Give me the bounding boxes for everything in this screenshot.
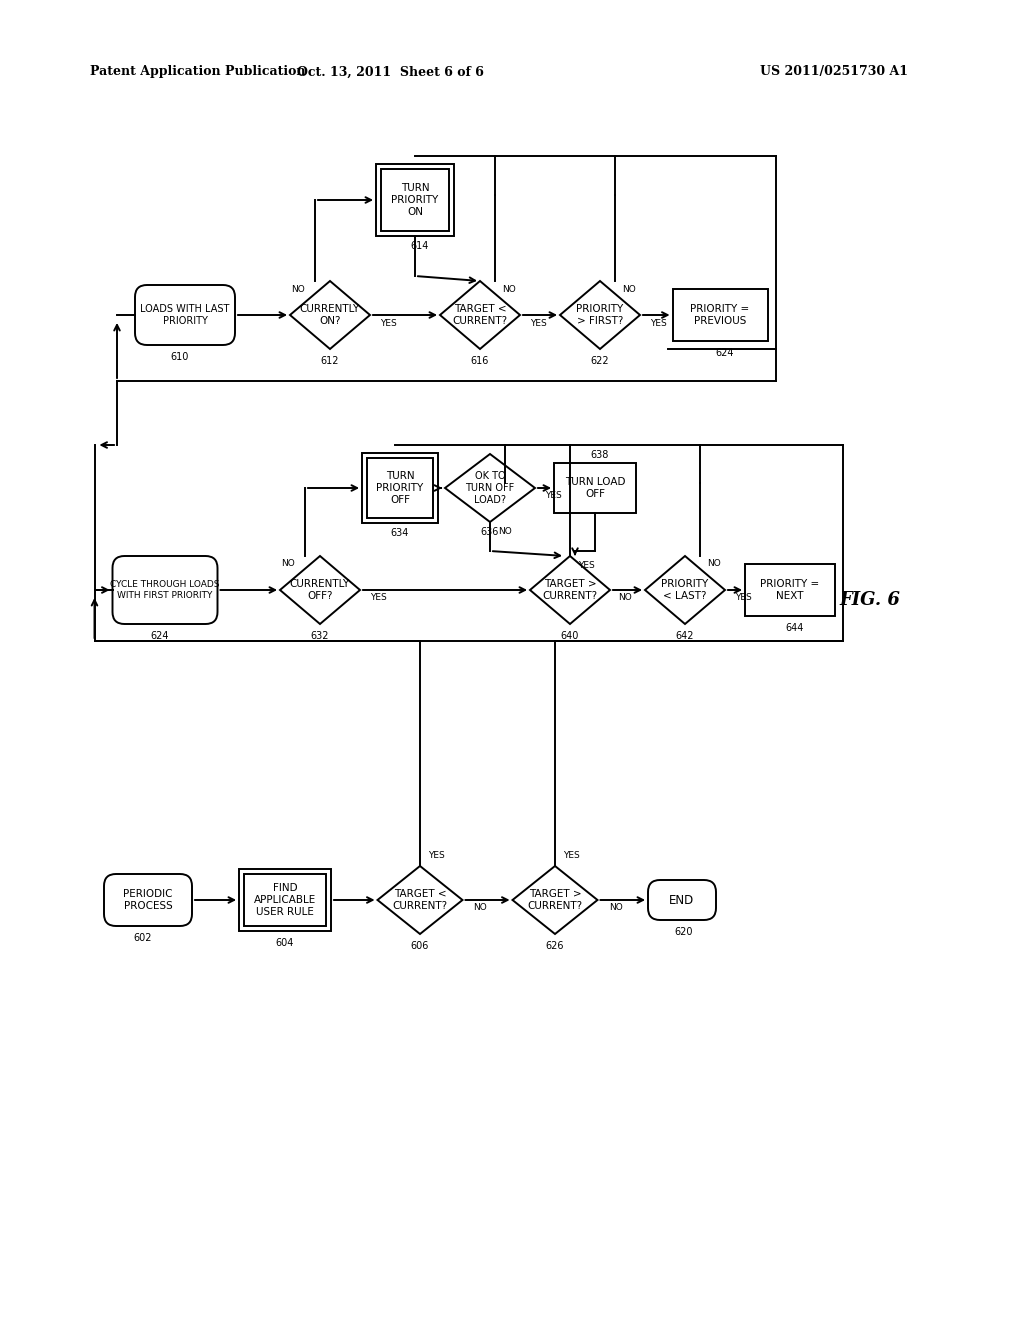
Text: NO: NO xyxy=(618,594,632,602)
Text: CYCLE THROUGH LOADS
WITH FIRST PRIORITY: CYCLE THROUGH LOADS WITH FIRST PRIORITY xyxy=(111,581,220,599)
Bar xyxy=(239,869,331,931)
Text: END: END xyxy=(670,894,694,907)
FancyBboxPatch shape xyxy=(648,880,716,920)
Polygon shape xyxy=(280,556,360,624)
Text: 612: 612 xyxy=(321,356,339,366)
Text: 626: 626 xyxy=(546,941,564,950)
Bar xyxy=(745,564,835,616)
Text: TARGET >
CURRENT?: TARGET > CURRENT? xyxy=(543,579,598,601)
Text: NO: NO xyxy=(502,285,516,293)
Text: TURN LOAD
OFF: TURN LOAD OFF xyxy=(565,478,626,499)
Polygon shape xyxy=(560,281,640,348)
Bar xyxy=(673,289,768,341)
Bar xyxy=(381,169,449,231)
Text: NO: NO xyxy=(498,528,512,536)
Text: US 2011/0251730 A1: US 2011/0251730 A1 xyxy=(760,66,908,78)
Text: LOADS WITH LAST
PRIORITY: LOADS WITH LAST PRIORITY xyxy=(140,304,229,326)
Text: FIND
APPLICABLE
USER RULE: FIND APPLICABLE USER RULE xyxy=(254,883,316,916)
FancyBboxPatch shape xyxy=(135,285,234,345)
Text: TARGET <
CURRENT?: TARGET < CURRENT? xyxy=(453,304,508,326)
Text: PRIORITY
< LAST?: PRIORITY < LAST? xyxy=(662,579,709,601)
Text: 624: 624 xyxy=(151,631,169,642)
Text: 614: 614 xyxy=(411,242,429,251)
Text: 610: 610 xyxy=(171,352,189,362)
Text: Oct. 13, 2011  Sheet 6 of 6: Oct. 13, 2011 Sheet 6 of 6 xyxy=(297,66,483,78)
Text: TARGET <
CURRENT?: TARGET < CURRENT? xyxy=(392,890,447,911)
Text: YES: YES xyxy=(545,491,561,500)
Text: PRIORITY
> FIRST?: PRIORITY > FIRST? xyxy=(577,304,624,326)
Text: YES: YES xyxy=(529,318,547,327)
Text: TARGET >
CURRENT?: TARGET > CURRENT? xyxy=(527,890,583,911)
Bar xyxy=(376,164,454,236)
Text: 636: 636 xyxy=(481,527,499,537)
Polygon shape xyxy=(378,866,463,935)
Text: 632: 632 xyxy=(310,631,330,642)
Text: YES: YES xyxy=(370,594,386,602)
Text: PERIODIC
PROCESS: PERIODIC PROCESS xyxy=(123,890,173,911)
Text: NO: NO xyxy=(291,285,305,293)
Text: 638: 638 xyxy=(591,450,609,459)
Text: TURN
PRIORITY
OFF: TURN PRIORITY OFF xyxy=(377,471,424,504)
Text: TURN
PRIORITY
ON: TURN PRIORITY ON xyxy=(391,183,438,216)
FancyBboxPatch shape xyxy=(113,556,217,624)
Text: 604: 604 xyxy=(275,939,294,948)
Bar xyxy=(244,874,326,927)
Polygon shape xyxy=(445,454,535,521)
Text: YES: YES xyxy=(428,851,444,861)
Text: 642: 642 xyxy=(676,631,694,642)
Text: NO: NO xyxy=(474,903,487,912)
Text: OK TO
TURN OFF
LOAD?: OK TO TURN OFF LOAD? xyxy=(465,471,515,504)
Text: NO: NO xyxy=(282,560,295,569)
Text: YES: YES xyxy=(578,561,595,570)
Text: NO: NO xyxy=(622,285,636,293)
Text: CURRENTLY
OFF?: CURRENTLY OFF? xyxy=(290,579,350,601)
Text: 634: 634 xyxy=(391,528,410,539)
Text: FIG. 6: FIG. 6 xyxy=(840,591,900,609)
Polygon shape xyxy=(645,556,725,624)
Text: YES: YES xyxy=(734,594,752,602)
Bar xyxy=(367,458,433,517)
Text: NO: NO xyxy=(608,903,623,912)
FancyBboxPatch shape xyxy=(104,874,193,927)
Text: 644: 644 xyxy=(785,623,804,634)
Text: 606: 606 xyxy=(411,941,429,950)
Text: NO: NO xyxy=(707,560,721,569)
Text: CURRENTLY
ON?: CURRENTLY ON? xyxy=(300,304,360,326)
Polygon shape xyxy=(290,281,370,348)
Text: 616: 616 xyxy=(471,356,489,366)
Bar xyxy=(554,463,636,513)
Text: PRIORITY =
PREVIOUS: PRIORITY = PREVIOUS xyxy=(690,304,750,326)
Text: 620: 620 xyxy=(675,927,693,937)
Text: YES: YES xyxy=(649,318,667,327)
Text: 624: 624 xyxy=(716,348,734,358)
Text: PRIORITY =
NEXT: PRIORITY = NEXT xyxy=(761,579,819,601)
Text: 640: 640 xyxy=(561,631,580,642)
Polygon shape xyxy=(512,866,597,935)
Bar xyxy=(362,453,438,523)
Text: YES: YES xyxy=(563,851,580,861)
Text: Patent Application Publication: Patent Application Publication xyxy=(90,66,305,78)
Text: 622: 622 xyxy=(591,356,609,366)
Text: 602: 602 xyxy=(134,933,153,942)
Polygon shape xyxy=(530,556,610,624)
Polygon shape xyxy=(440,281,520,348)
Text: YES: YES xyxy=(380,318,396,327)
